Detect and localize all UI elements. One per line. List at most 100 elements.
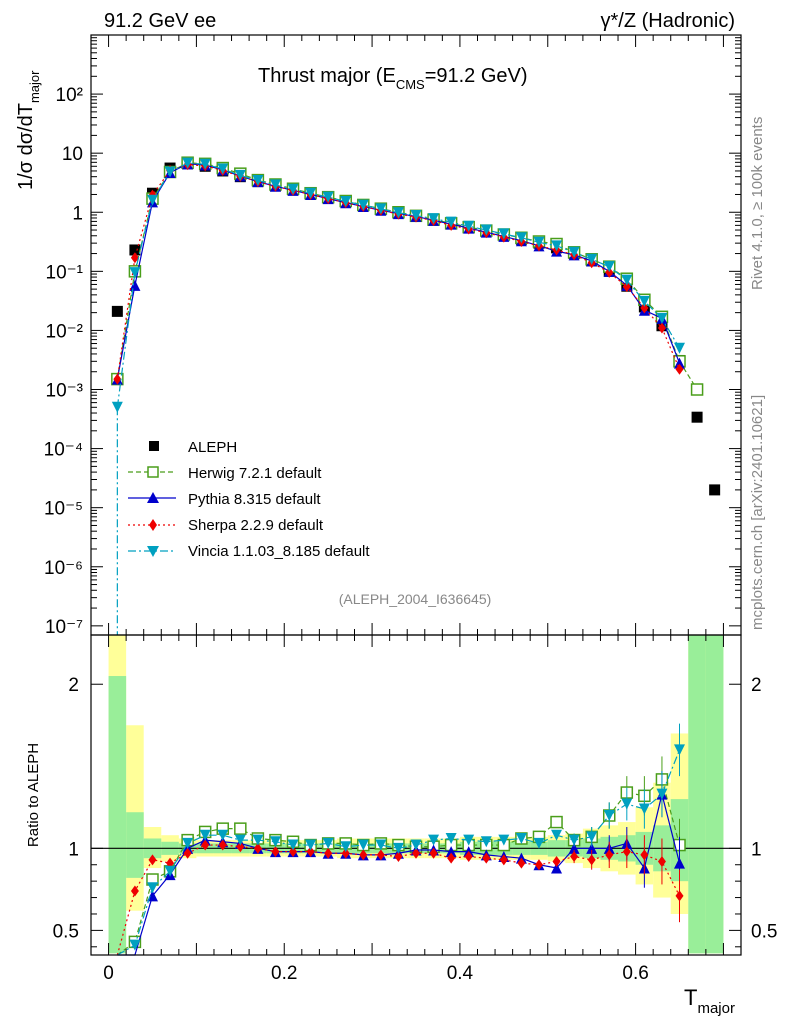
ratio-point — [182, 837, 194, 849]
series-line — [116, 163, 681, 380]
legend-label-pythia: Pythia 8.315 default — [188, 491, 321, 508]
title-main: Thrust major (E — [258, 65, 396, 87]
ratio-point — [340, 841, 352, 853]
ratio-point — [271, 846, 280, 858]
series-line — [116, 162, 681, 408]
ylabel-main: 1/σ dσ/dT — [15, 103, 37, 190]
data-point — [305, 187, 317, 199]
legend-label-sherpa: Sherpa 2.2.9 default — [188, 517, 324, 534]
x-tick-label: 0.4 — [447, 963, 474, 984]
ratio-point — [199, 829, 211, 841]
main-y-tick-label: 10⁻³ — [46, 381, 84, 402]
ratio-y-tick-label-right: 2 — [751, 675, 762, 696]
main-y-tick-label: 10⁻¹ — [46, 262, 84, 283]
ratio-point — [412, 847, 420, 859]
ratio-point — [586, 831, 598, 843]
data-point — [129, 279, 141, 291]
main-y-tick-label: 10⁻² — [46, 321, 84, 342]
data-point — [605, 266, 614, 278]
band-inner — [705, 635, 724, 954]
ratio-point — [621, 798, 633, 810]
legend-marker-herwig — [147, 466, 159, 478]
x-axis-label: Tmajor — [684, 985, 735, 1017]
data-point — [129, 244, 141, 256]
ratio-point — [410, 839, 422, 851]
series-line — [116, 164, 681, 380]
ratio-point — [464, 851, 473, 863]
ratio-point — [359, 849, 368, 861]
data-point — [357, 199, 369, 211]
ratio-point — [164, 865, 176, 877]
x-tick-label: 0.6 — [622, 963, 648, 984]
data-point — [621, 274, 633, 286]
ratio-point — [394, 851, 403, 863]
legend-entry-sherpa: Sherpa 2.2.9 default — [128, 517, 324, 534]
ratio-point — [674, 857, 686, 869]
data-point — [463, 220, 475, 232]
ratio-point — [429, 847, 438, 859]
ratio-point — [322, 837, 334, 849]
ratio-point — [306, 846, 315, 858]
data-point — [340, 196, 352, 208]
main-y-ticks: 10² 10 1 10⁻¹ 10⁻² 10⁻³ 10⁻⁴ 10⁻⁵ 10⁻⁶ 10⁻⁷ — [44, 37, 741, 638]
ratio-point — [517, 857, 526, 869]
ratio-point — [550, 815, 563, 829]
data-point — [691, 411, 703, 423]
legend-label-herwig: Herwig 7.2.1 default — [188, 465, 322, 482]
ratio-point — [129, 939, 141, 951]
data-point — [657, 322, 666, 334]
legend-entry-vincia: Vincia 1.1.03_8.185 default — [128, 543, 370, 560]
ratio-point — [551, 862, 563, 874]
ratio-point — [534, 859, 543, 871]
ratio-point — [533, 837, 545, 849]
series-2 — [111, 158, 686, 385]
ratio-point — [201, 839, 210, 851]
band-inner — [126, 812, 144, 878]
data-point — [113, 373, 122, 385]
ratio-point — [587, 854, 596, 866]
ratio-point — [375, 839, 387, 851]
legend-entry-aleph: ALEPH — [149, 439, 237, 456]
ratio-point — [130, 885, 139, 897]
series-3 — [113, 159, 684, 385]
ratio-point — [482, 852, 491, 864]
ratio-point — [445, 832, 457, 844]
legend-entry-herwig: Herwig 7.2.1 default — [128, 465, 322, 482]
xlabel-sub: major — [697, 1000, 735, 1017]
data-point — [217, 163, 229, 175]
ratio-y-tick-label-right: 1 — [751, 839, 762, 860]
ratio-point — [675, 890, 684, 902]
header-left: 91.2 GeV ee — [104, 10, 216, 32]
ratio-ylabel: Ratio to ALEPH — [25, 743, 42, 847]
data-point — [586, 253, 598, 265]
data-point — [269, 179, 281, 191]
data-point — [322, 191, 334, 203]
ratio-point — [586, 842, 598, 854]
ratio-point — [236, 841, 245, 853]
ratio-point — [498, 834, 510, 846]
data-point — [164, 166, 176, 178]
ratio-point — [146, 882, 158, 894]
legend-label-vincia: Vincia 1.1.03_8.185 default — [188, 543, 370, 560]
ratio-y-tick-label-left: 0.5 — [53, 921, 79, 942]
ratio-point — [269, 836, 281, 848]
ratio-point — [218, 839, 227, 851]
x-ticks: 0 0.2 0.4 0.6 — [103, 35, 724, 984]
data-point — [568, 246, 580, 258]
rivet-label: Rivet 4.1.0, ≥ 100k events — [749, 117, 766, 290]
ratio-point — [341, 847, 350, 859]
ratio-point — [392, 842, 404, 854]
data-point — [111, 305, 123, 317]
ratio-line — [117, 794, 681, 956]
data-point — [392, 207, 404, 219]
ratio-point — [480, 836, 492, 848]
ratio-point — [515, 832, 527, 844]
data-point — [129, 267, 141, 279]
data-point — [182, 157, 194, 169]
ratio-line — [117, 749, 681, 956]
data-point — [709, 484, 721, 496]
main-y-tick-label: 10 — [62, 144, 83, 165]
data-point — [640, 302, 649, 314]
legend-entry-pythia: Pythia 8.315 default — [128, 491, 321, 508]
